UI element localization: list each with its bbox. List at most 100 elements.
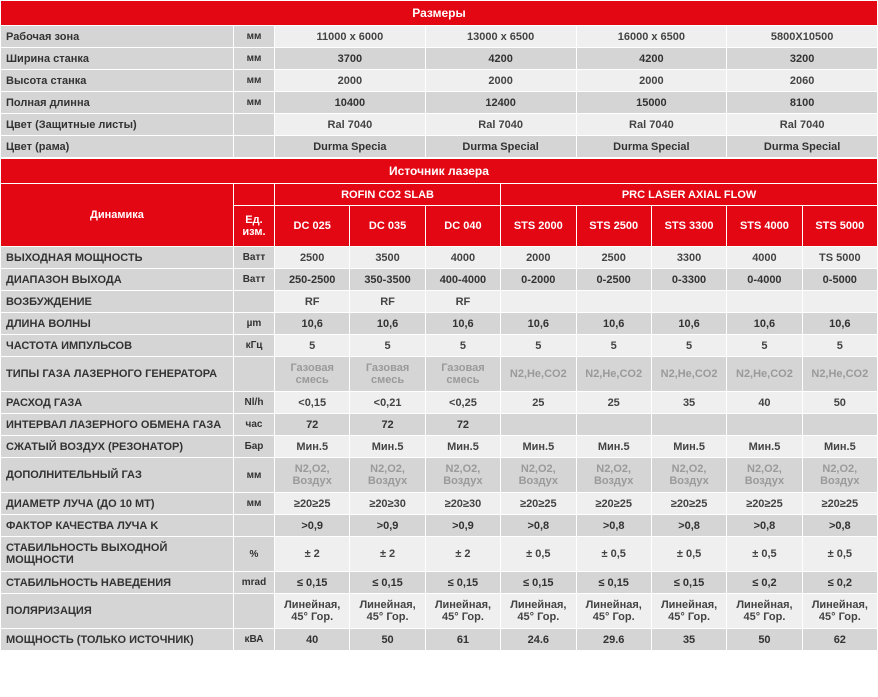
row-label: Рабочая зона — [1, 26, 233, 47]
value-cell: N2,O2, Воздух — [652, 458, 726, 492]
value-cell: N2,O2, Воздух — [577, 458, 651, 492]
group2-head: PRC LASER AXIAL FLOW — [501, 184, 877, 205]
value-cell: Мин.5 — [350, 436, 424, 457]
value-cell: ≥20≥30 — [350, 493, 424, 514]
value-cell: 0-5000 — [803, 269, 877, 290]
value-cell: 12400 — [426, 92, 576, 113]
value-cell: Линейная, 45° Гор. — [501, 594, 575, 628]
col-head: DC 040 — [426, 206, 500, 246]
value-cell: 2000 — [275, 70, 425, 91]
unit-cell — [234, 114, 274, 135]
value-cell: N2,He,CO2 — [577, 357, 651, 391]
value-cell: 10,6 — [501, 313, 575, 334]
value-cell: 40 — [727, 392, 801, 413]
row-label: Цвет (рама) — [1, 136, 233, 157]
value-cell: 3300 — [652, 247, 726, 268]
value-cell: ≤ 0,2 — [803, 572, 877, 593]
value-cell: 3200 — [727, 48, 877, 69]
group1-head: ROFIN CO2 SLAB — [275, 184, 500, 205]
value-cell: N2,He,CO2 — [803, 357, 877, 391]
col-head: STS 4000 — [727, 206, 801, 246]
value-cell: Газовая смесь — [426, 357, 500, 391]
row-label: СТАБИЛЬНОСТЬ НАВЕДЕНИЯ — [1, 572, 233, 593]
row-label: ИНТЕРВАЛ ЛАЗЕРНОГО ОБМЕНА ГАЗА — [1, 414, 233, 435]
value-cell: Линейная, 45° Гор. — [577, 594, 651, 628]
unit-cell: Бар — [234, 436, 274, 457]
value-cell: 10,6 — [426, 313, 500, 334]
value-cell: Газовая смесь — [350, 357, 424, 391]
value-cell: 11000 x 6000 — [275, 26, 425, 47]
value-cell: ≤ 0,15 — [501, 572, 575, 593]
unit-cell — [234, 515, 274, 536]
value-cell: ± 2 — [350, 537, 424, 571]
row-label: Полная длинна — [1, 92, 233, 113]
value-cell: 72 — [275, 414, 349, 435]
unit-cell: мм — [234, 70, 274, 91]
value-cell: ± 0,5 — [727, 537, 801, 571]
col-head: STS 2500 — [577, 206, 651, 246]
value-cell: ± 0,5 — [501, 537, 575, 571]
value-cell: ≥20≥25 — [577, 493, 651, 514]
unit-cell: мм — [234, 493, 274, 514]
value-cell: 2060 — [727, 70, 877, 91]
unit-cell: кВА — [234, 629, 274, 650]
value-cell: 0-4000 — [727, 269, 801, 290]
row-label: ПОЛЯРИЗАЦИЯ — [1, 594, 233, 628]
value-cell: 2000 — [501, 247, 575, 268]
value-cell: N2,O2, Воздух — [275, 458, 349, 492]
value-cell: N2,O2, Воздух — [803, 458, 877, 492]
value-cell: 10,6 — [577, 313, 651, 334]
value-cell: ≤ 0,15 — [426, 572, 500, 593]
value-cell: 10,6 — [275, 313, 349, 334]
value-cell: N2,O2, Воздух — [426, 458, 500, 492]
value-cell — [501, 414, 575, 435]
value-cell: 5 — [652, 335, 726, 356]
value-cell: 0-2000 — [501, 269, 575, 290]
value-cell: 50 — [727, 629, 801, 650]
unit-cell: mrad — [234, 572, 274, 593]
value-cell: Линейная, 45° Гор. — [350, 594, 424, 628]
value-cell: N2,O2, Воздух — [350, 458, 424, 492]
value-cell: 250-2500 — [275, 269, 349, 290]
value-cell: Ral 7040 — [426, 114, 576, 135]
value-cell: 5 — [577, 335, 651, 356]
value-cell: Мин.5 — [501, 436, 575, 457]
value-cell: 4000 — [426, 247, 500, 268]
value-cell: 5 — [727, 335, 801, 356]
row-label: Цвет (Защитные листы) — [1, 114, 233, 135]
value-cell: Мин.5 — [803, 436, 877, 457]
value-cell: 2000 — [426, 70, 576, 91]
value-cell: N2,O2, Воздух — [727, 458, 801, 492]
value-cell — [577, 414, 651, 435]
value-cell — [727, 291, 801, 312]
value-cell: ≥20≥30 — [426, 493, 500, 514]
row-label: ФАКТОР КАЧЕСТВА ЛУЧА K — [1, 515, 233, 536]
value-cell: Линейная, 45° Гор. — [426, 594, 500, 628]
row-label: СЖАТЫЙ ВОЗДУХ (РЕЗОНАТОР) — [1, 436, 233, 457]
row-label: ДЛИНА ВОЛНЫ — [1, 313, 233, 334]
unit-cell — [234, 136, 274, 157]
value-cell — [501, 291, 575, 312]
value-cell: Линейная, 45° Гор. — [803, 594, 877, 628]
value-cell: N2,He,CO2 — [727, 357, 801, 391]
row-label: Высота станка — [1, 70, 233, 91]
unit-cell — [234, 357, 274, 391]
unit-cell: мм — [234, 458, 274, 492]
col-head: STS 2000 — [501, 206, 575, 246]
value-cell: Линейная, 45° Гор. — [727, 594, 801, 628]
col-head: STS 3300 — [652, 206, 726, 246]
unit-head: Ед. изм. — [234, 206, 274, 246]
value-cell: <0,25 — [426, 392, 500, 413]
unit-cell — [234, 594, 274, 628]
value-cell: >0,8 — [803, 515, 877, 536]
value-cell: 5800X10500 — [727, 26, 877, 47]
row-label: ВЫХОДНАЯ МОЩНОСТЬ — [1, 247, 233, 268]
value-cell: ≥20≥25 — [275, 493, 349, 514]
value-cell: 24.6 — [501, 629, 575, 650]
value-cell: N2,He,CO2 — [501, 357, 575, 391]
value-cell: 2500 — [577, 247, 651, 268]
value-cell: 2000 — [577, 70, 727, 91]
value-cell: >0,9 — [275, 515, 349, 536]
value-cell: 72 — [426, 414, 500, 435]
value-cell: 62 — [803, 629, 877, 650]
